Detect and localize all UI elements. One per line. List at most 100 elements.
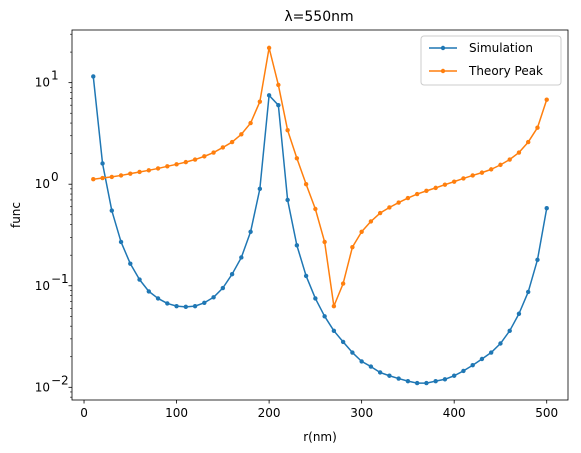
data-point-simulation xyxy=(322,314,327,319)
plot-frame xyxy=(71,29,569,401)
data-point-theory-peak xyxy=(479,170,485,175)
data-point-simulation xyxy=(239,255,244,260)
data-point-simulation xyxy=(442,377,448,382)
data-point-theory-peak xyxy=(128,171,133,176)
data-point-theory-peak xyxy=(424,188,429,194)
data-point-simulation xyxy=(257,186,263,192)
data-point-simulation xyxy=(396,376,401,381)
data-point-simulation xyxy=(414,380,420,386)
data-point-theory-peak xyxy=(488,167,494,172)
data-point-theory-peak xyxy=(202,154,207,159)
data-point-simulation xyxy=(128,261,133,266)
data-point-theory-peak xyxy=(340,281,346,286)
data-point-theory-peak xyxy=(165,164,170,169)
data-point-simulation xyxy=(451,373,457,378)
x-tick-label: 100 xyxy=(165,406,188,420)
data-point-simulation xyxy=(285,197,290,203)
y-axis-label: func xyxy=(9,202,23,228)
data-point-simulation xyxy=(479,356,485,362)
data-point-theory-peak xyxy=(257,99,263,104)
data-point-simulation xyxy=(387,373,392,378)
data-point-simulation xyxy=(266,93,272,98)
data-point-simulation xyxy=(377,370,383,375)
x-axis: 0 100 200 300 400 500 xyxy=(80,400,558,420)
series-line-simulation xyxy=(92,76,548,384)
y-tick-label: 10 xyxy=(35,76,50,90)
data-point-theory-peak xyxy=(146,168,152,173)
data-point-theory-peak xyxy=(266,45,272,51)
data-point-simulation xyxy=(229,271,235,277)
data-point-simulation xyxy=(405,378,411,384)
chart-title: λ=550nm xyxy=(284,9,353,25)
data-point-theory-peak xyxy=(535,125,540,130)
data-point-theory-peak xyxy=(285,128,290,133)
data-point-theory-peak xyxy=(461,176,466,181)
data-point-theory-peak xyxy=(248,120,253,126)
data-point-simulation xyxy=(165,301,170,306)
data-point-theory-peak xyxy=(211,150,216,155)
data-point-simulation xyxy=(461,368,466,374)
data-point-theory-peak xyxy=(183,159,189,165)
data-point-simulation xyxy=(137,277,142,282)
data-point-simulation xyxy=(100,161,105,166)
data-point-theory-peak xyxy=(137,169,142,175)
data-point-theory-peak xyxy=(377,210,383,216)
data-point-theory-peak xyxy=(118,173,124,178)
data-point-simulation xyxy=(424,380,429,386)
data-point-theory-peak xyxy=(109,174,114,180)
data-point-theory-peak xyxy=(350,244,355,250)
data-point-theory-peak xyxy=(544,97,549,102)
y-tick-label: 10 xyxy=(35,279,50,293)
data-point-simulation xyxy=(211,295,216,300)
data-point-theory-peak xyxy=(91,177,96,182)
data-point-theory-peak xyxy=(359,229,364,234)
data-point-theory-peak xyxy=(276,82,281,88)
legend-label-theory-peak: Theory Peak xyxy=(468,64,543,78)
y-tick-exponent: −1 xyxy=(51,272,69,286)
y-tick-label: 10 xyxy=(35,177,50,191)
data-point-simulation xyxy=(359,359,364,364)
y-tick-exponent: 1 xyxy=(51,69,59,83)
data-point-theory-peak xyxy=(516,150,522,155)
data-point-theory-peak xyxy=(294,156,300,161)
data-point-theory-peak xyxy=(192,157,198,162)
data-point-theory-peak xyxy=(174,162,179,167)
data-point-theory-peak xyxy=(229,139,235,145)
data-point-theory-peak xyxy=(498,162,503,168)
x-tick-label: 500 xyxy=(535,406,558,420)
data-point-simulation xyxy=(118,239,124,245)
data-point-simulation xyxy=(544,206,549,211)
data-point-theory-peak xyxy=(396,200,401,205)
data-point-simulation xyxy=(146,289,152,294)
x-tick-label: 200 xyxy=(258,406,281,420)
data-point-theory-peak xyxy=(405,195,411,201)
data-point-simulation xyxy=(331,328,337,334)
data-point-simulation xyxy=(507,328,512,334)
x-tick-label: 300 xyxy=(350,406,373,420)
data-point-simulation xyxy=(202,300,207,305)
data-point-theory-peak xyxy=(414,191,420,197)
data-point-simulation xyxy=(470,363,475,368)
plot-area xyxy=(91,45,549,386)
data-point-simulation xyxy=(340,339,346,345)
data-point-theory-peak xyxy=(387,205,392,210)
data-point-simulation xyxy=(294,243,300,248)
legend: Simulation Theory Peak xyxy=(420,35,562,86)
data-point-simulation xyxy=(368,364,374,369)
data-point-theory-peak xyxy=(470,173,475,178)
data-point-theory-peak xyxy=(239,132,244,137)
data-point-theory-peak xyxy=(331,303,337,309)
data-point-simulation xyxy=(526,289,531,295)
data-point-theory-peak xyxy=(313,206,318,212)
data-point-simulation xyxy=(91,74,96,79)
data-point-simulation xyxy=(433,378,438,384)
data-point-simulation xyxy=(276,102,281,108)
series-line-theory-peak xyxy=(93,47,548,307)
data-point-simulation xyxy=(535,257,540,263)
y-tick-exponent: 0 xyxy=(51,170,59,184)
data-point-theory-peak xyxy=(155,166,161,171)
data-point-theory-peak xyxy=(220,145,226,150)
data-point-simulation xyxy=(192,303,198,309)
